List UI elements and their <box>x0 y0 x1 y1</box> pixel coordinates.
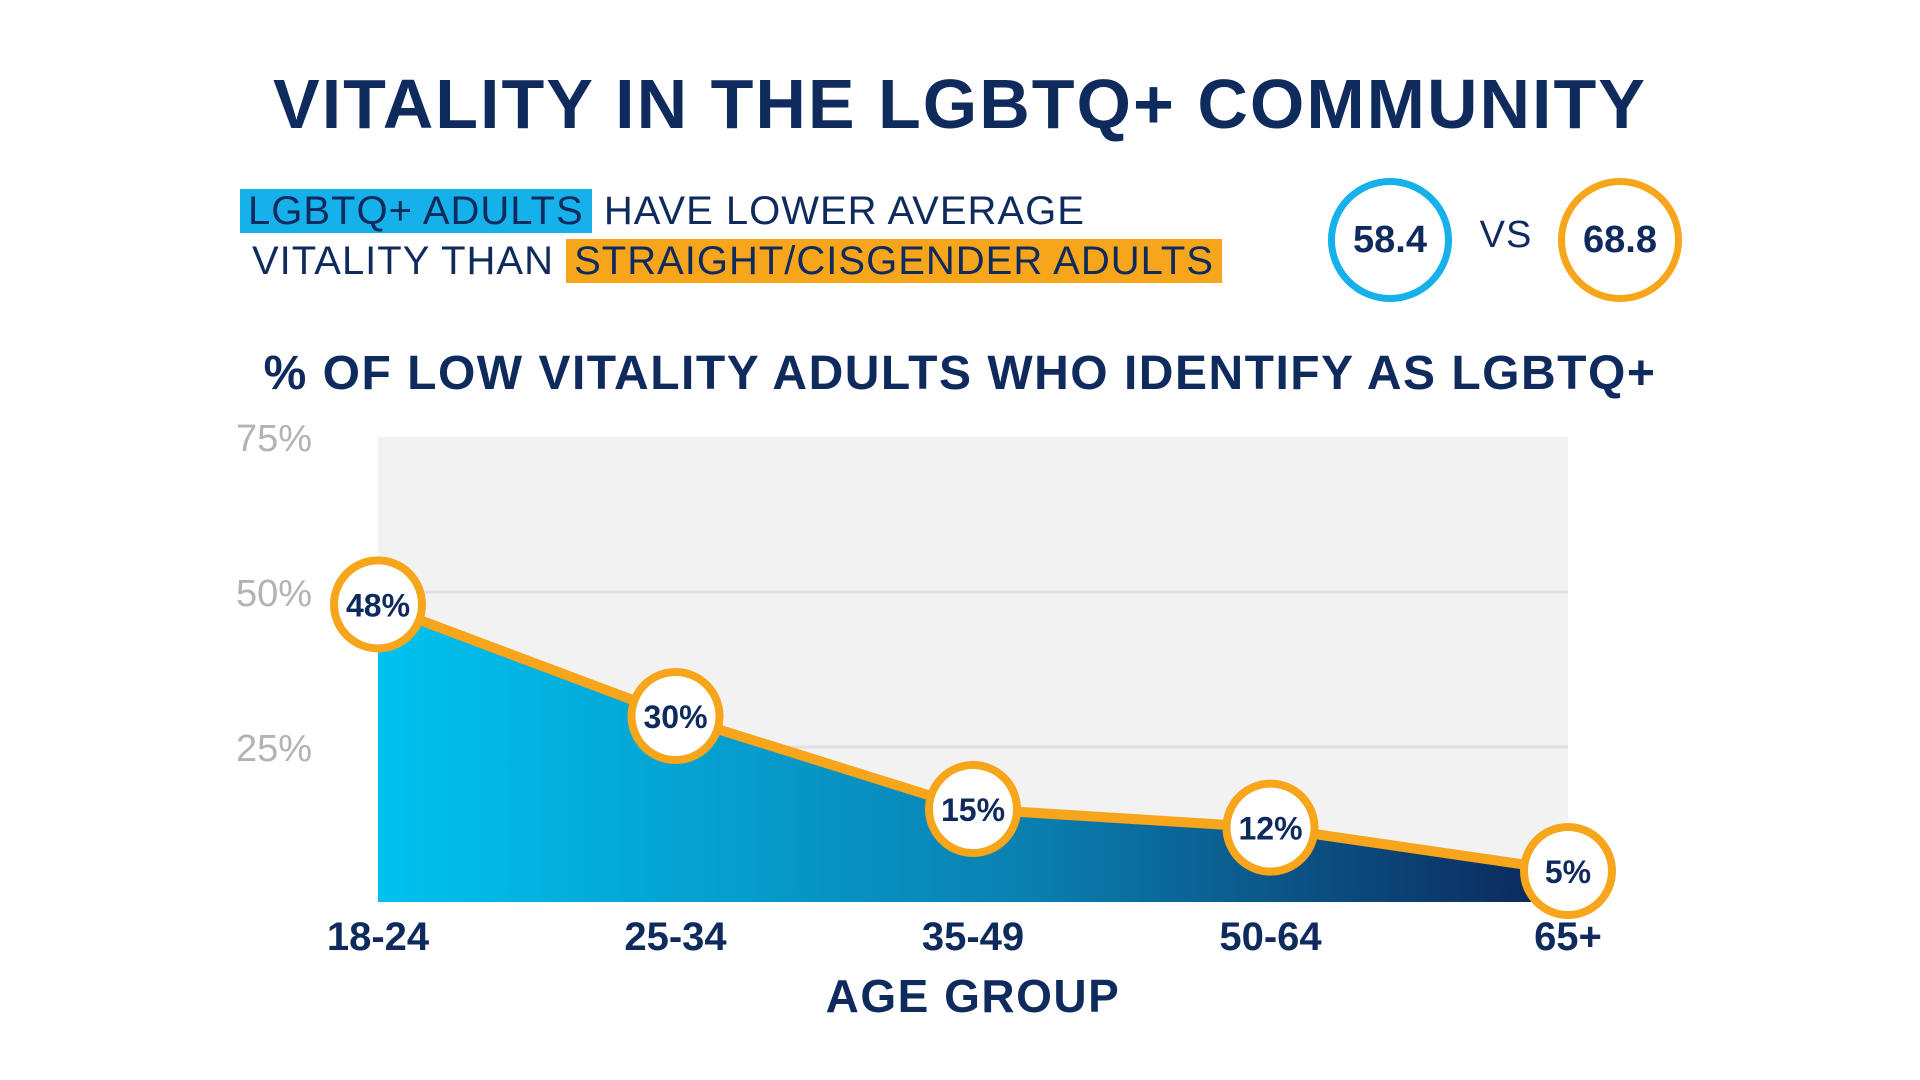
data-point <box>627 668 724 764</box>
headline-text-2: VITALITY THAN <box>252 239 567 283</box>
data-label: 48% <box>346 587 410 623</box>
y-tick-label: 25% <box>236 728 312 770</box>
straight-score-circle: 68.8 <box>1558 178 1682 302</box>
comparison: 58.4 VS 68.8 <box>1328 178 1698 302</box>
data-point <box>925 761 1021 857</box>
headline-straight-highlight: STRAIGHT/CISGENDER ADULTS <box>566 239 1222 283</box>
headline-lgbtq-highlight: LGBTQ+ ADULTS <box>240 189 592 233</box>
data-label: 5% <box>1545 854 1591 890</box>
x-tick-label: 65+ <box>1534 915 1602 959</box>
data-point <box>1222 779 1319 876</box>
data-label: 12% <box>1238 811 1302 847</box>
x-tick-label: 18-24 <box>327 915 430 959</box>
chart-title: % OF LOW VITALITY ADULTS WHO IDENTIFY AS… <box>263 347 1657 400</box>
data-point <box>330 556 426 653</box>
data-label: 15% <box>941 792 1005 828</box>
data-point <box>1520 823 1616 919</box>
x-tick-label: 25-34 <box>624 915 727 959</box>
x-axis-label: AGE GROUP <box>826 970 1121 1022</box>
data-label: 30% <box>643 699 707 735</box>
x-tick-label: 35-49 <box>922 915 1024 959</box>
x-tick-label: 50-64 <box>1219 915 1322 959</box>
lgbtq-score-circle: 58.4 <box>1328 178 1452 302</box>
headline: LGBTQ+ ADULTS HAVE LOWER AVERAGE VITALIT… <box>240 186 1222 286</box>
y-tick-label: 50% <box>236 573 312 615</box>
vs-label: VS <box>1479 214 1533 256</box>
page-title: VITALITY IN THE LGBTQ+ COMMUNITY <box>273 65 1647 143</box>
y-tick-label: 75% <box>236 418 312 460</box>
headline-text-1: HAVE LOWER AVERAGE <box>591 189 1085 233</box>
